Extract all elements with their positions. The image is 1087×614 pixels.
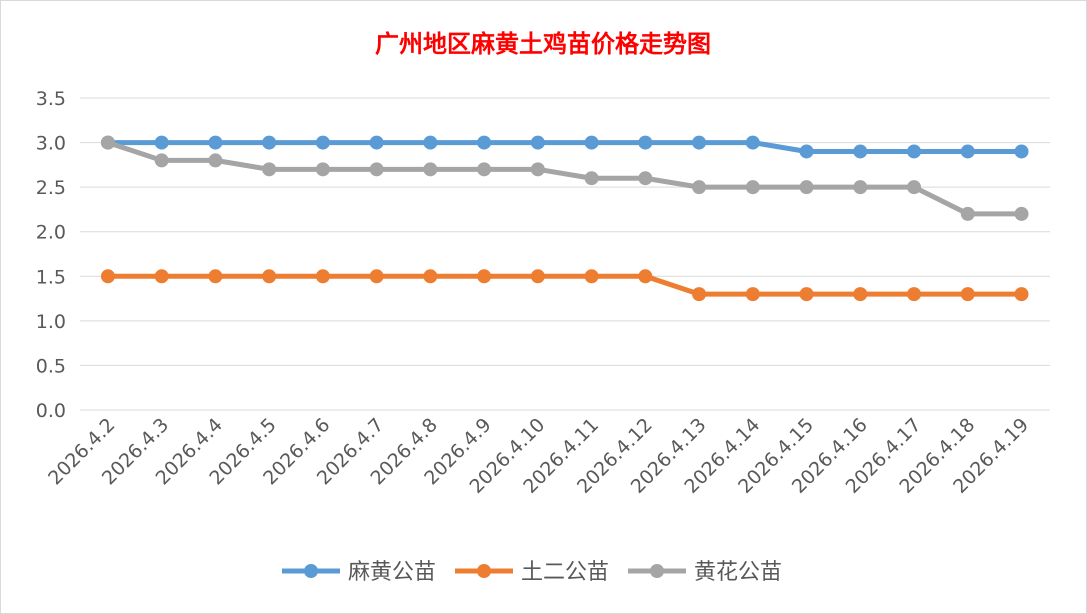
data-point: [1014, 287, 1029, 302]
legend-item: 黄花公苗: [628, 560, 782, 585]
x-axis-ticks: 2026.4.22026.4.32026.4.42026.4.52026.4.6…: [44, 414, 1033, 498]
data-point: [584, 171, 599, 186]
data-point: [1014, 206, 1029, 221]
series-layer: [100, 135, 1029, 302]
data-point: [369, 269, 384, 284]
data-point: [745, 180, 760, 195]
data-point: [638, 135, 653, 150]
data-point: [907, 144, 922, 159]
data-point: [477, 269, 492, 284]
data-point: [154, 135, 169, 150]
data-point: [208, 269, 223, 284]
legend-item: 麻黄公苗: [282, 560, 436, 585]
data-point: [100, 269, 115, 284]
y-tick-label: 1.0: [36, 311, 66, 333]
y-axis-ticks: 0.0 0.5 1.0 1.5 2.0 2.5 3.0 3.5: [36, 88, 66, 422]
series-line: [105, 273, 1025, 297]
data-point: [960, 287, 975, 302]
data-point: [853, 287, 868, 302]
data-point: [584, 135, 599, 150]
legend-label: 麻黄公苗: [348, 560, 436, 585]
data-point: [907, 287, 922, 302]
legend-marker: [304, 564, 318, 578]
data-point: [154, 269, 169, 284]
data-point: [530, 135, 545, 150]
y-tick-label: 3.5: [36, 88, 66, 110]
data-point: [262, 269, 277, 284]
legend-marker: [650, 564, 664, 578]
data-point: [960, 144, 975, 159]
data-point: [208, 135, 223, 150]
data-point: [692, 180, 707, 195]
y-tick-label: 3.0: [36, 133, 66, 155]
data-point: [638, 171, 653, 186]
data-point: [423, 162, 438, 177]
series-2: [100, 269, 1029, 302]
y-tick-label: 2.0: [36, 222, 66, 244]
series-1: [100, 135, 1029, 159]
data-point: [530, 269, 545, 284]
data-point: [799, 144, 814, 159]
y-tick-label: 0.0: [36, 400, 66, 422]
data-point: [745, 287, 760, 302]
y-tick-label: 2.5: [36, 177, 66, 199]
data-point: [799, 180, 814, 195]
series-line: [105, 140, 1025, 217]
data-point: [369, 135, 384, 150]
legend-label: 土二公苗: [521, 560, 609, 585]
data-point: [315, 269, 330, 284]
series-line: [105, 140, 1025, 154]
data-point: [315, 162, 330, 177]
y-tick-label: 1.5: [36, 266, 66, 288]
data-point: [692, 287, 707, 302]
data-point: [423, 135, 438, 150]
data-point: [692, 135, 707, 150]
y-tick-label: 0.5: [36, 355, 66, 377]
data-point: [315, 135, 330, 150]
data-point: [638, 269, 653, 284]
legend-label: 黄花公苗: [694, 560, 782, 585]
data-point: [154, 153, 169, 168]
legend: 麻黄公苗 土二公苗 黄花公苗: [282, 560, 782, 585]
data-point: [799, 287, 814, 302]
data-point: [262, 162, 277, 177]
data-point: [262, 135, 277, 150]
chart-title: 广州地区麻黄土鸡苗价格走势图: [375, 30, 711, 58]
data-point: [369, 162, 384, 177]
legend-item: 土二公苗: [455, 560, 609, 585]
data-point: [208, 153, 223, 168]
data-point: [853, 144, 868, 159]
data-point: [477, 135, 492, 150]
data-point: [100, 135, 115, 150]
data-point: [530, 162, 545, 177]
series-3: [100, 135, 1029, 221]
data-point: [1014, 144, 1029, 159]
data-point: [745, 135, 760, 150]
data-point: [853, 180, 868, 195]
data-point: [584, 269, 599, 284]
data-point: [907, 180, 922, 195]
data-point: [423, 269, 438, 284]
data-point: [960, 206, 975, 221]
data-point: [477, 162, 492, 177]
legend-marker: [477, 564, 491, 578]
